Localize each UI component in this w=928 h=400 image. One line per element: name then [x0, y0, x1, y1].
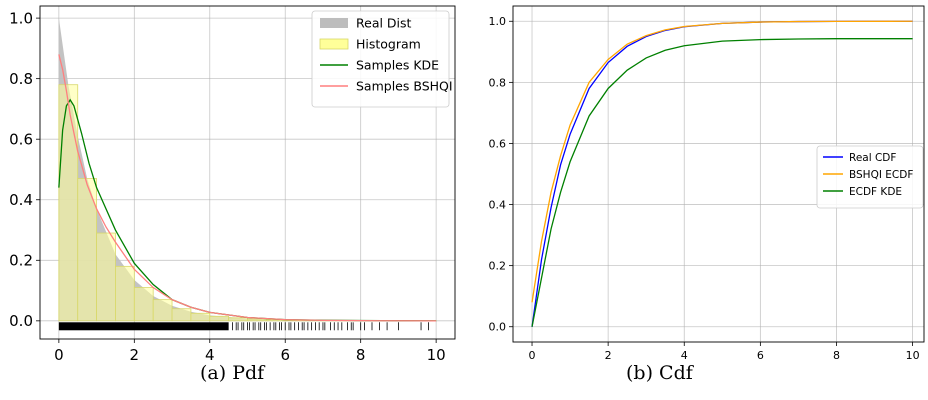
caption-pdf: (a) Pdf [200, 362, 265, 384]
pdf-hist-bar-5 [152, 299, 173, 322]
pdf-ytick-label-0: 0.0 [9, 312, 33, 330]
pdf-ytick-label-3: 0.6 [9, 131, 33, 149]
pdf-hist-bar-2 [96, 232, 116, 322]
pdf-ytick-label-2: 0.4 [9, 191, 33, 209]
pdf-ytick-label-5: 1.0 [9, 10, 33, 28]
pdf-ytick-label-1: 0.2 [9, 252, 33, 270]
cdf-xtick-label-3: 6 [757, 349, 764, 362]
pdf-xtick-label-1: 2 [130, 346, 140, 364]
cdf-xtick-label-4: 8 [833, 349, 840, 362]
pdf-hist-bar-7 [190, 312, 211, 322]
pdf-hist-bar-8 [209, 315, 230, 322]
cdf-legend-label-1: BSHQI ECDF [849, 169, 913, 181]
cdf-axes: 0 2 4 6 8 10 0.0 0.2 0.4 0.6 0.8 1.0 [489, 6, 924, 362]
cdf-frame [512, 5, 925, 343]
cdf-legend-label-0: Real CDF [849, 152, 896, 164]
pdf-hist-bar-4 [133, 287, 154, 322]
pdf-xtick-label-4: 8 [356, 346, 366, 364]
cdf-xtick-label-5: 10 [906, 349, 920, 362]
pdf-legend-label-3: Samples BSHQI [356, 79, 453, 94]
cdf-ytick-label-5: 1.0 [489, 15, 507, 28]
cdf-ytick-label-0: 0.0 [489, 321, 507, 334]
pdf-frame [39, 5, 456, 340]
pdf-ytick-label-4: 0.8 [9, 70, 33, 88]
cdf-ytick-label-3: 0.6 [489, 137, 507, 150]
pdf-legend-label-1: Histogram [356, 37, 421, 52]
pdf-legend-label-2: Samples KDE [356, 58, 439, 73]
pdf-xtick-label-3: 6 [280, 346, 290, 364]
cdf-xtick-label-2: 4 [681, 349, 688, 362]
pdf-legend-handle-0 [320, 18, 348, 28]
pdf-legend-box [311, 10, 450, 108]
cdf-ytick-label-4: 0.8 [489, 76, 507, 89]
cdf-xtick-label-0: 0 [529, 349, 536, 362]
caption-cdf: (b) Cdf [626, 362, 693, 384]
cdf-legend-label-2: ECDF KDE [849, 186, 902, 198]
cdf-ytick-label-2: 0.4 [489, 199, 507, 212]
cdf-legend-box [816, 145, 924, 209]
pdf-hist-bar-6 [171, 308, 192, 322]
cdf-ytick-label-1: 0.2 [489, 260, 507, 273]
cdf-series-line-2 [531, 38, 913, 327]
pdf-series-line-1 [58, 54, 437, 322]
pdf-hist-bar-0 [58, 84, 79, 322]
pdf-xtick-label-2: 4 [205, 346, 215, 364]
cdf-series-line-1 [531, 20, 913, 303]
cdf-xtick-label-1: 2 [605, 349, 612, 362]
pdf-hist-bar-3 [115, 265, 135, 322]
pdf-hist-bar-9 [228, 317, 248, 322]
pdf-hist-bar-10 [247, 318, 267, 322]
pdf-legend-handle-1 [319, 38, 349, 50]
pdf-xtick-label-0: 0 [54, 346, 64, 364]
pdf-legend-label-0: Real Dist [356, 16, 412, 31]
pdf-rug-dense [58, 322, 229, 331]
pdf-xtick-label-5: 10 [427, 346, 446, 364]
